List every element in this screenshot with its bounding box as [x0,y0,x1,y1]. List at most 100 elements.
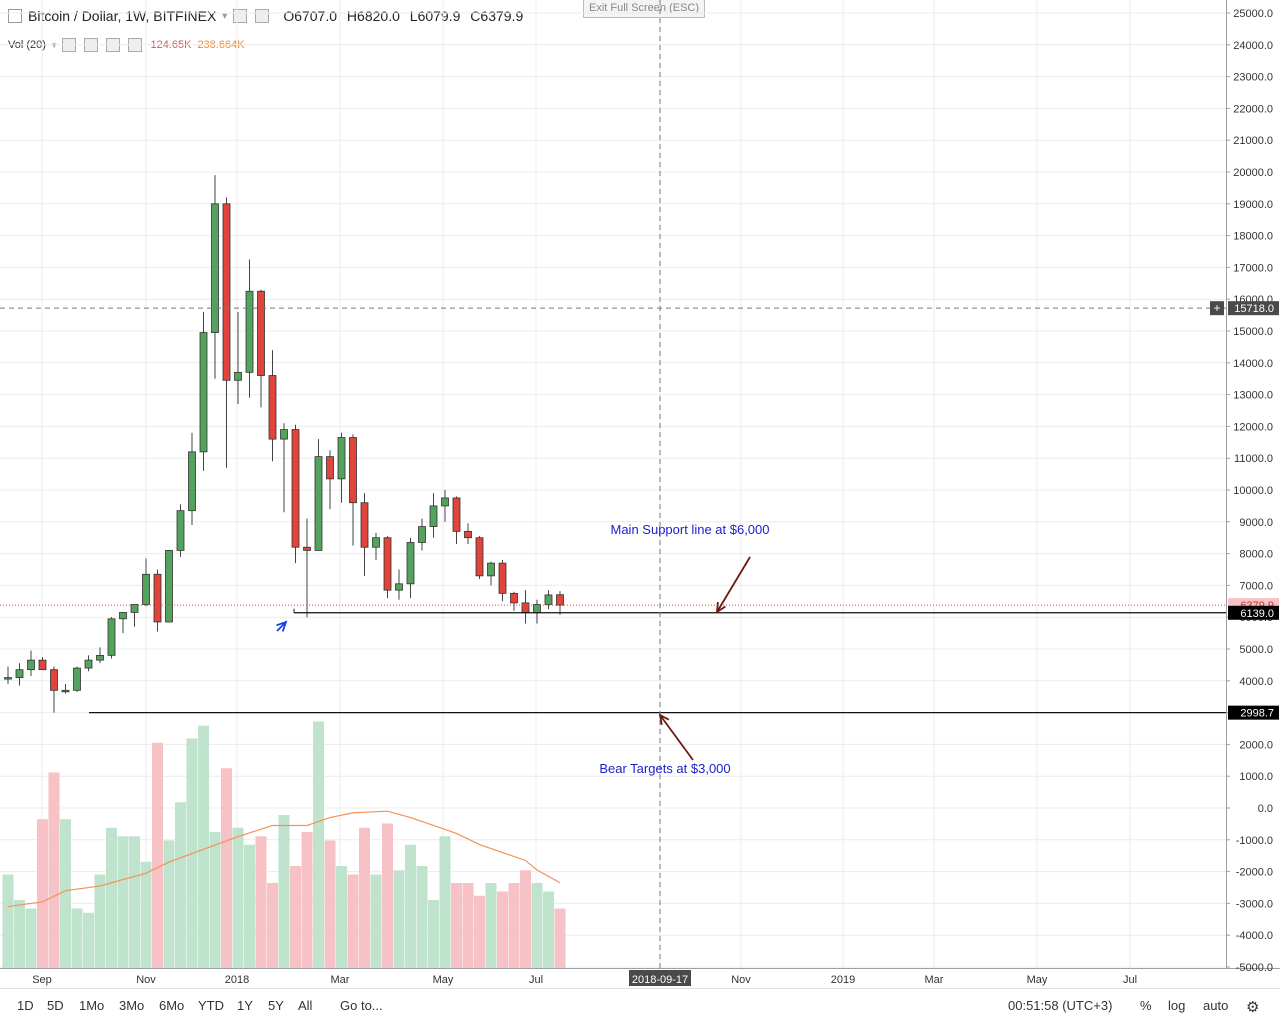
candle [441,497,449,507]
price-label-bg [1228,705,1279,720]
range-3mo[interactable]: 3Mo [119,998,145,1013]
candle [130,604,139,613]
low-label: L [409,8,418,24]
candle [268,375,277,440]
volume-bar [347,874,359,968]
price-axis [1226,0,1280,968]
x-tick-label: May [1027,974,1048,986]
range-5d[interactable]: 5D [47,998,64,1013]
candle [73,667,81,691]
price-label: 6139.0 [1240,608,1274,620]
candle [291,429,300,548]
candle [61,689,70,693]
blue-up-arrow [276,621,287,632]
y-tick-label: 23000.0 [1233,72,1273,84]
candle [245,290,254,373]
volume-bar [301,832,313,968]
goto-button[interactable]: Go to... [340,998,383,1013]
hamburger-icon[interactable] [8,9,22,23]
volume-bar [60,819,71,968]
chevron-down-icon[interactable]: ▾ [222,10,228,22]
crosshair-date-bg [629,970,691,986]
volume-bar [209,832,221,968]
range-all[interactable]: All [298,998,313,1013]
y-tick-label: 20000.0 [1233,167,1273,179]
support-arrow-head [715,601,726,614]
range-1mo[interactable]: 1Mo [79,998,105,1013]
y-tick-label: 13000.0 [1233,390,1273,402]
candle [521,602,530,613]
candle [84,659,93,669]
percent-toggle[interactable]: % [1140,998,1152,1013]
volume-bar [152,742,163,968]
y-tick-label: 11000.0 [1234,453,1273,465]
x-tick-label: 2018-09-17 [632,974,688,986]
range-1d[interactable]: 1D [17,998,34,1013]
price-chart[interactable]: 25000.0 24000.0 23000.0 22000.0 21000.0 20000… [0,0,1280,988]
range-5y[interactable]: 5Y [268,998,284,1013]
volume-bar [278,815,290,968]
bear-arrow [659,714,694,761]
price-label-bg [1228,301,1279,316]
volume-bar [520,870,531,968]
symbol-title[interactable]: Bitcoin / Dollar, 1W, BITFINEX [28,8,217,24]
price-label: 2998.7 [1240,708,1274,720]
y-tick-label: 18000.0 [1233,231,1273,243]
volume-bar [14,900,25,968]
volume-bar [37,819,48,968]
candle [142,573,150,605]
candle [418,526,426,543]
volume-bar [451,883,462,968]
gear-icon[interactable]: ⚙ [1246,999,1260,1016]
volume-bar [198,725,209,968]
open-value: 6707.0 [294,8,338,24]
volume-bar [106,827,117,968]
candle [211,203,219,333]
y-tick-label: 21000.0 [1233,135,1273,147]
volume-bar [2,874,14,968]
volume-bar [531,883,543,968]
y-tick-label: 4000.0 [1239,676,1273,688]
range-1y[interactable]: 1Y [237,998,253,1013]
range-ytd[interactable]: YTD [198,998,224,1013]
candle [429,505,438,527]
x-tick-label: Nov [731,974,751,986]
candle [487,562,495,577]
y-tick-label: -5000.0 [1236,962,1273,974]
y-tick-label: 2000.0 [1239,739,1273,751]
y-tick-label: -3000.0 [1236,898,1273,910]
high-value: 6820.0 [357,8,400,24]
candle [406,542,415,585]
ohlc-values: O6707.0 H6820.0 L6079.9 C6379.9 [277,8,523,24]
volume-bar [554,908,566,968]
range-6mo[interactable]: 6Mo [159,998,185,1013]
clock[interactable]: 00:51:58 (UTC+3) [1008,998,1113,1013]
auto-toggle[interactable]: auto [1203,998,1229,1013]
log-toggle[interactable]: log [1168,998,1186,1013]
volume-bar [393,870,405,968]
volume-bar [405,844,416,968]
candle [510,592,518,604]
volume-bar [359,827,370,968]
y-tick-label: -2000.0 [1236,867,1273,879]
volume-bar [485,883,497,968]
volume-bar [48,772,60,968]
volume-bar [129,836,140,968]
candle [533,604,541,613]
candle [165,550,173,623]
volume-bar [462,883,474,968]
candle [544,594,553,605]
candle [280,429,288,440]
candle [303,546,311,551]
y-tick-label: 15000.0 [1233,326,1273,338]
x-tick-label: Nov [136,974,156,986]
candle [498,562,507,594]
close-value: 6379.9 [480,8,524,24]
volume-bar [163,840,175,968]
annotation-bear: Bear Targets at $3,000 [599,761,730,776]
volume-bar [117,836,129,968]
candle [119,612,127,620]
volume-bar [313,721,324,968]
candle [383,537,392,591]
volume-bar [83,912,94,968]
